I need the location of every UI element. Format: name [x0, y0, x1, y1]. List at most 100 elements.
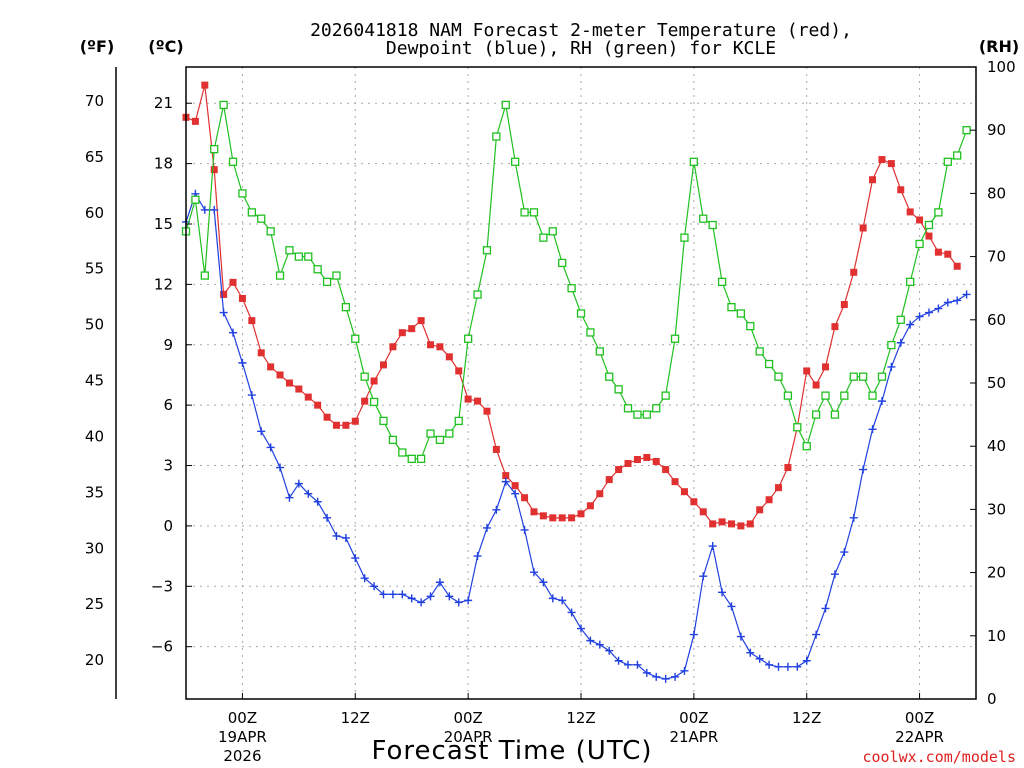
temperature-point [869, 176, 877, 184]
rh-point [924, 220, 934, 230]
dewpoint-point [859, 465, 868, 474]
rh-point [313, 265, 322, 274]
dewpoint-point [774, 662, 783, 671]
dewpoint-point [351, 554, 360, 563]
dewpoint-point [642, 668, 651, 677]
rh-point [219, 100, 228, 110]
fahrenheit-tick-label: 50 [85, 316, 104, 334]
dewpoint-point [539, 578, 548, 587]
temperature-point [201, 81, 209, 89]
dewpoint-point [652, 672, 661, 681]
dewpoint-point [285, 493, 294, 502]
dewpoint-point [718, 588, 727, 597]
temperature-point [558, 514, 566, 522]
celsius-tick-label: 18 [154, 155, 173, 173]
rh-point [661, 391, 670, 400]
rh-point [416, 454, 426, 463]
dewpoint-point [238, 358, 247, 367]
temperature-point [314, 401, 322, 409]
rh-point [463, 334, 473, 343]
celsius-tick-label: 12 [154, 275, 173, 293]
dewpoint-point [257, 427, 266, 436]
rh-point [454, 416, 463, 426]
temperature-point [831, 323, 839, 331]
temperature-point [417, 317, 425, 325]
rh-point [689, 157, 699, 166]
temperature-point [229, 278, 237, 286]
dewpoint-point [877, 397, 886, 406]
rh-tick-label: 80 [987, 184, 1006, 202]
dewpoint-point [896, 338, 905, 347]
rh-point [360, 372, 369, 381]
dewpoint-point [595, 640, 604, 649]
temperature-point [210, 166, 218, 174]
rh-point [614, 385, 623, 394]
temperature-point [445, 353, 453, 361]
dewpoint-point [849, 513, 858, 522]
dewpoint-point [200, 205, 209, 214]
x-tick-date: 21APR [669, 728, 718, 746]
rh-point [877, 372, 887, 381]
rh-point [868, 391, 877, 400]
dewpoint-point [887, 362, 896, 371]
rh-point [699, 214, 708, 223]
temperature-point [775, 484, 782, 492]
rh-point [501, 100, 510, 110]
dewpoint-point [558, 596, 567, 605]
rh-point [558, 258, 567, 268]
temperature-point [436, 343, 444, 351]
dewpoint-point [802, 656, 811, 665]
temperature-point [492, 445, 500, 453]
temperature-point [624, 460, 632, 468]
dewpoint-point [953, 296, 962, 305]
temperature-point [746, 520, 754, 528]
rh-point [210, 145, 219, 154]
dewpoint-point [445, 592, 454, 601]
temperature-point [332, 421, 340, 429]
dewpoint-point [341, 533, 350, 542]
temperature-point [643, 453, 651, 461]
dewpoint-point [633, 660, 642, 669]
rh-line [185, 104, 968, 460]
x-tick-label: 00Z [228, 709, 257, 727]
dewpoint-point [501, 477, 510, 486]
fahrenheit-tick-label: 40 [85, 427, 104, 445]
rh-point [351, 334, 360, 343]
x-tick-label: 12Z [792, 709, 821, 727]
fahrenheit-tick-label: 25 [85, 595, 104, 613]
dewpoint-line [185, 192, 967, 680]
rh-point [200, 271, 209, 280]
temperature-point [464, 395, 472, 403]
fahrenheit-tick-label: 30 [85, 539, 104, 557]
fahrenheit-tick-label: 70 [85, 92, 104, 110]
temperature-point [878, 156, 886, 164]
dewpoint-point [624, 660, 633, 669]
grid [186, 67, 976, 699]
temperature-point [586, 502, 594, 510]
temperature-point [474, 397, 482, 405]
dewpoint-point [915, 312, 924, 321]
celsius-unit-label: (ºC) [148, 37, 183, 56]
temperature-point [577, 510, 585, 518]
rh-point [294, 252, 304, 261]
credit-text: coolwx.com/models [862, 748, 1016, 766]
temperature-point [455, 367, 463, 375]
rh-point [191, 195, 200, 204]
rh-point [849, 372, 858, 381]
rh-point [934, 208, 943, 217]
dewpoint-point [830, 570, 839, 579]
dewpoint-point [765, 660, 774, 669]
dewpoint-point [511, 489, 520, 498]
temperature-point [191, 117, 199, 125]
rh-point [811, 410, 821, 419]
rh-point [586, 328, 595, 337]
rh-point [746, 321, 755, 331]
rh-point [840, 391, 849, 400]
temperature-point [427, 341, 435, 349]
dewpoint-point [783, 662, 792, 671]
temperature-point [934, 248, 942, 256]
dewpoint-point [294, 479, 303, 488]
dewpoint-point [482, 523, 491, 532]
rh-point [369, 397, 379, 407]
rh-point [407, 454, 416, 463]
